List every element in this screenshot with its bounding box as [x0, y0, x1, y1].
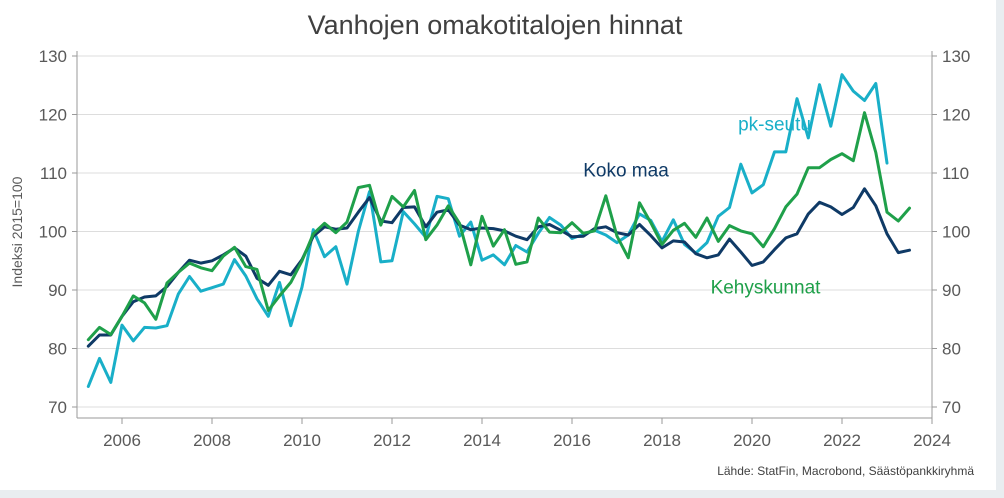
- y-tick-label-right: 90: [942, 281, 961, 300]
- chart-container: Vanhojen omakotitalojen hinnat 70 80 90 100…: [0, 0, 996, 490]
- x-tick-label: 2010: [283, 431, 321, 450]
- y-tick-label: 90: [48, 281, 67, 300]
- series-annotation: pk-seutu: [738, 114, 811, 135]
- series-annotation: Kehyskunnat: [711, 278, 822, 299]
- y-tick-label-right: 80: [942, 340, 961, 359]
- series-annotations: pk-seutu Koko maa Kehyskunnat: [583, 114, 821, 298]
- y-tick-label-right: 120: [942, 106, 970, 125]
- x-tick-label: 2024: [913, 431, 951, 450]
- y-tick-label-right: 130: [942, 47, 970, 66]
- y-tick-label: 130: [39, 47, 67, 66]
- series-line-0: [86, 73, 889, 388]
- x-tick-label: 2006: [103, 431, 141, 450]
- y-tick-label-right: 100: [942, 223, 970, 242]
- x-tick-label: 2022: [823, 431, 861, 450]
- y-tick-label: 110: [40, 164, 67, 183]
- series-lines: [86, 73, 911, 388]
- left-y-axis-ticks: 70 80 90 100 110 120 130: [39, 47, 77, 417]
- y-tick-label: 80: [48, 340, 67, 359]
- x-tick-label: 2012: [373, 431, 411, 450]
- series-line-1: [86, 187, 911, 348]
- chart-title: Vanhojen omakotitalojen hinnat: [308, 10, 683, 40]
- y-axis-label: Indeksi 2015=100: [9, 176, 25, 287]
- x-axis-ticks: 2006 2008 2010 2012 2014 2016 2018 2020 2022 2024: [103, 418, 951, 450]
- y-tick-label-right: 110: [942, 164, 969, 183]
- series-annotation: Koko maa: [583, 161, 669, 182]
- x-tick-label: 2008: [193, 431, 231, 450]
- x-tick-label: 2018: [643, 431, 681, 450]
- y-tick-label: 70: [48, 398, 67, 417]
- y-tick-label-right: 70: [942, 398, 961, 417]
- y-tick-label: 120: [39, 106, 67, 125]
- x-tick-label: 2020: [733, 431, 771, 450]
- line-chart: Vanhojen omakotitalojen hinnat 70 80 90 100…: [9, 10, 974, 478]
- series-line-2: [86, 111, 911, 342]
- x-tick-label: 2016: [553, 431, 591, 450]
- gridlines: [77, 55, 932, 408]
- y-tick-label: 100: [39, 223, 67, 242]
- source-note: Lähde: StatFin, Macrobond, Säästöpankkir…: [717, 464, 974, 478]
- right-y-axis-ticks: 70 80 90 100 110 120 130: [932, 47, 970, 417]
- x-tick-label: 2014: [463, 431, 501, 450]
